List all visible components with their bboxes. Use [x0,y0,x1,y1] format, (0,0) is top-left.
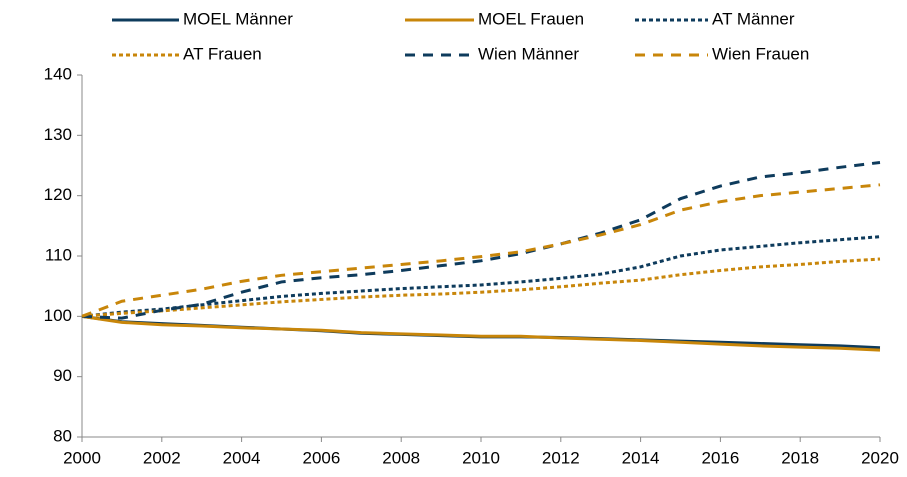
x-tick-label: 2008 [382,448,420,467]
series-line [81,257,881,318]
y-tick-label: 120 [44,185,72,204]
series-line [81,314,881,352]
legend-label: Wien Frauen [712,44,809,63]
legend-label: AT Männer [712,9,795,28]
legend-label: Wien Männer [478,44,579,63]
legend-label: AT Frauen [183,44,262,63]
series-line [81,183,881,318]
y-tick-label: 140 [44,64,72,83]
y-tick-label: 80 [53,426,72,445]
series-line [81,235,881,318]
legend-label: MOEL Männer [183,9,293,28]
x-tick-label: 2002 [143,448,181,467]
series-line [81,314,881,350]
x-tick-label: 2010 [462,448,500,467]
series-line [81,160,881,320]
y-tick-label: 90 [53,366,72,385]
x-tick-label: 2014 [622,448,660,467]
x-tick-label: 2012 [542,448,580,467]
y-tick-label: 130 [44,125,72,144]
y-tick-label: 100 [44,306,72,325]
x-tick-label: 2004 [223,448,261,467]
x-tick-label: 2006 [302,448,340,467]
x-tick-label: 2018 [781,448,819,467]
x-tick-label: 2000 [63,448,101,467]
x-tick-label: 2020 [861,448,899,467]
legend-label: MOEL Frauen [478,9,584,28]
x-tick-label: 2016 [701,448,739,467]
y-tick-label: 110 [45,245,72,264]
